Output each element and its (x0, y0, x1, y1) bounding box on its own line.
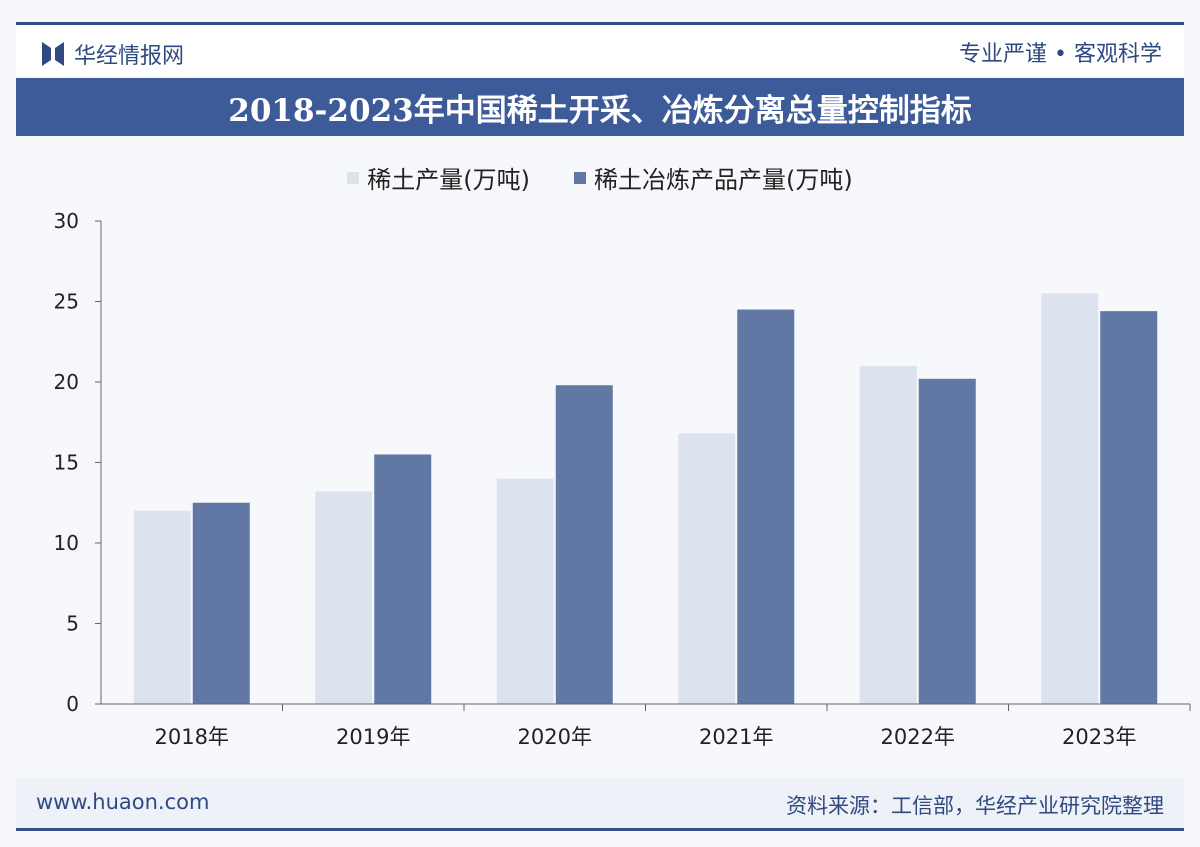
site-url: www.huaon.com (36, 790, 210, 814)
bar-2 (1100, 311, 1158, 704)
y-tick-label: 5 (66, 612, 79, 636)
slogan: 专业严谨 • 客观科学 (959, 42, 1162, 67)
legend-label: 稀土产量(万吨) (367, 166, 530, 194)
logo: 华经情报网 (42, 38, 184, 70)
y-tick-label: 25 (54, 290, 79, 314)
y-tick-label: 30 (54, 209, 79, 233)
bar-2 (737, 309, 795, 704)
logo-icon (42, 42, 64, 66)
bar-1 (1041, 293, 1099, 704)
legend: 稀土产量(万吨) 稀土冶炼产品产量(万吨) (0, 160, 1200, 195)
legend-item-series1: 稀土产量(万吨) (347, 160, 530, 195)
bar-2 (918, 378, 976, 704)
legend-item-series2: 稀土冶炼产品产量(万吨) (574, 160, 853, 195)
bar-1 (859, 365, 917, 704)
x-tick-label: 2018年 (155, 725, 229, 749)
y-tick-label: 10 (54, 531, 79, 555)
logo-text: 华经情报网 (74, 44, 185, 69)
x-tick-label: 2022年 (881, 725, 955, 749)
footer: www.huaon.com 资料来源：工信部，华经产业研究院整理 (16, 778, 1184, 831)
legend-label: 稀土冶炼产品产量(万吨) (594, 166, 853, 194)
chart-title: 2018-2023年中国稀土开采、冶炼分离总量控制指标 (16, 78, 1184, 136)
x-tick-label: 2021年 (699, 725, 773, 749)
x-tick-label: 2020年 (518, 725, 592, 749)
bar-2 (192, 502, 250, 704)
y-tick-label: 15 (54, 451, 79, 475)
top-divider (16, 22, 1184, 25)
bar-1 (678, 433, 736, 704)
data-source: 资料来源：工信部，华经产业研究院整理 (786, 794, 1164, 818)
bar-2 (555, 385, 613, 704)
bar-2 (374, 454, 432, 704)
legend-swatch (347, 171, 360, 184)
bar-1 (315, 491, 373, 704)
x-tick-label: 2023年 (1062, 725, 1136, 749)
bar-1 (496, 478, 554, 704)
legend-swatch (574, 171, 586, 184)
header: 华经情报网 专业严谨 • 客观科学 (16, 26, 1184, 76)
y-tick-label: 0 (66, 692, 79, 716)
bar-1 (133, 510, 191, 704)
x-tick-label: 2019年 (336, 725, 410, 749)
y-tick-label: 20 (54, 370, 79, 394)
